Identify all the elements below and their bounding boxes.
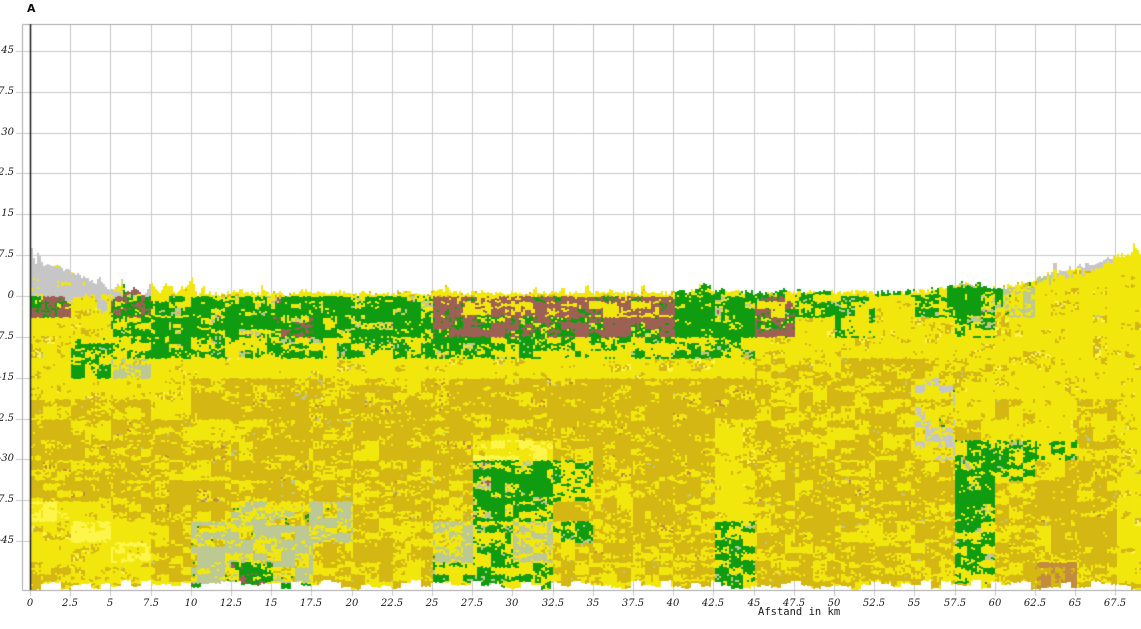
- y-tick-label: 22.5: [0, 167, 14, 178]
- x-tick-label: 2.5: [62, 598, 78, 609]
- x-tick-label: 47.5: [782, 598, 806, 609]
- profile-corner-label: A: [27, 2, 36, 15]
- x-tick-label: 5: [106, 598, 114, 609]
- y-tick-label: -45: [0, 535, 14, 546]
- x-tick-label: 7.5: [143, 598, 159, 609]
- x-tick-label: 35: [586, 598, 600, 609]
- x-tick-label: 17.5: [299, 598, 323, 609]
- y-tick-label: -7.5: [0, 331, 14, 342]
- x-tick-label: 27.5: [460, 598, 484, 609]
- y-tick-label: 30: [1, 127, 14, 138]
- y-tick-label: 37.5: [0, 86, 14, 97]
- x-tick-label: 20: [345, 598, 359, 609]
- y-tick-label: -22.5: [0, 413, 14, 424]
- x-tick-label: 65: [1068, 598, 1082, 609]
- x-tick-label: 50: [827, 598, 841, 609]
- x-tick-label: 60: [988, 598, 1002, 609]
- x-tick-label: 10: [184, 598, 198, 609]
- x-tick-label: 22.5: [380, 598, 404, 609]
- x-tick-label: 52.5: [862, 598, 886, 609]
- x-tick-label: 25: [425, 598, 439, 609]
- x-tick-label: 30: [505, 598, 519, 609]
- x-tick-label: 15: [264, 598, 278, 609]
- x-tick-label: 55: [907, 598, 921, 609]
- x-axis-title: Afstand in km: [758, 606, 841, 618]
- x-tick-label: 40: [666, 598, 680, 609]
- y-tick-label: -30: [0, 453, 14, 464]
- x-tick-label: 45: [747, 598, 761, 609]
- x-tick-label: 42.5: [701, 598, 725, 609]
- y-tick-label: 7.5: [0, 249, 14, 260]
- x-tick-label: 57.5: [943, 598, 967, 609]
- y-tick-label: -15: [0, 372, 14, 383]
- x-tick-label: 12.5: [219, 598, 243, 609]
- x-tick-label: 37.5: [621, 598, 645, 609]
- x-tick-label: 0: [26, 598, 34, 609]
- x-tick-label: 62.5: [1023, 598, 1047, 609]
- x-tick-label: 67.5: [1103, 598, 1127, 609]
- y-tick-label: -37.5: [0, 494, 14, 505]
- y-tick-label: 45: [1, 45, 14, 56]
- y-tick-label: 15: [1, 208, 14, 219]
- x-tick-label: 32.5: [541, 598, 565, 609]
- y-tick-label: 0: [7, 290, 14, 301]
